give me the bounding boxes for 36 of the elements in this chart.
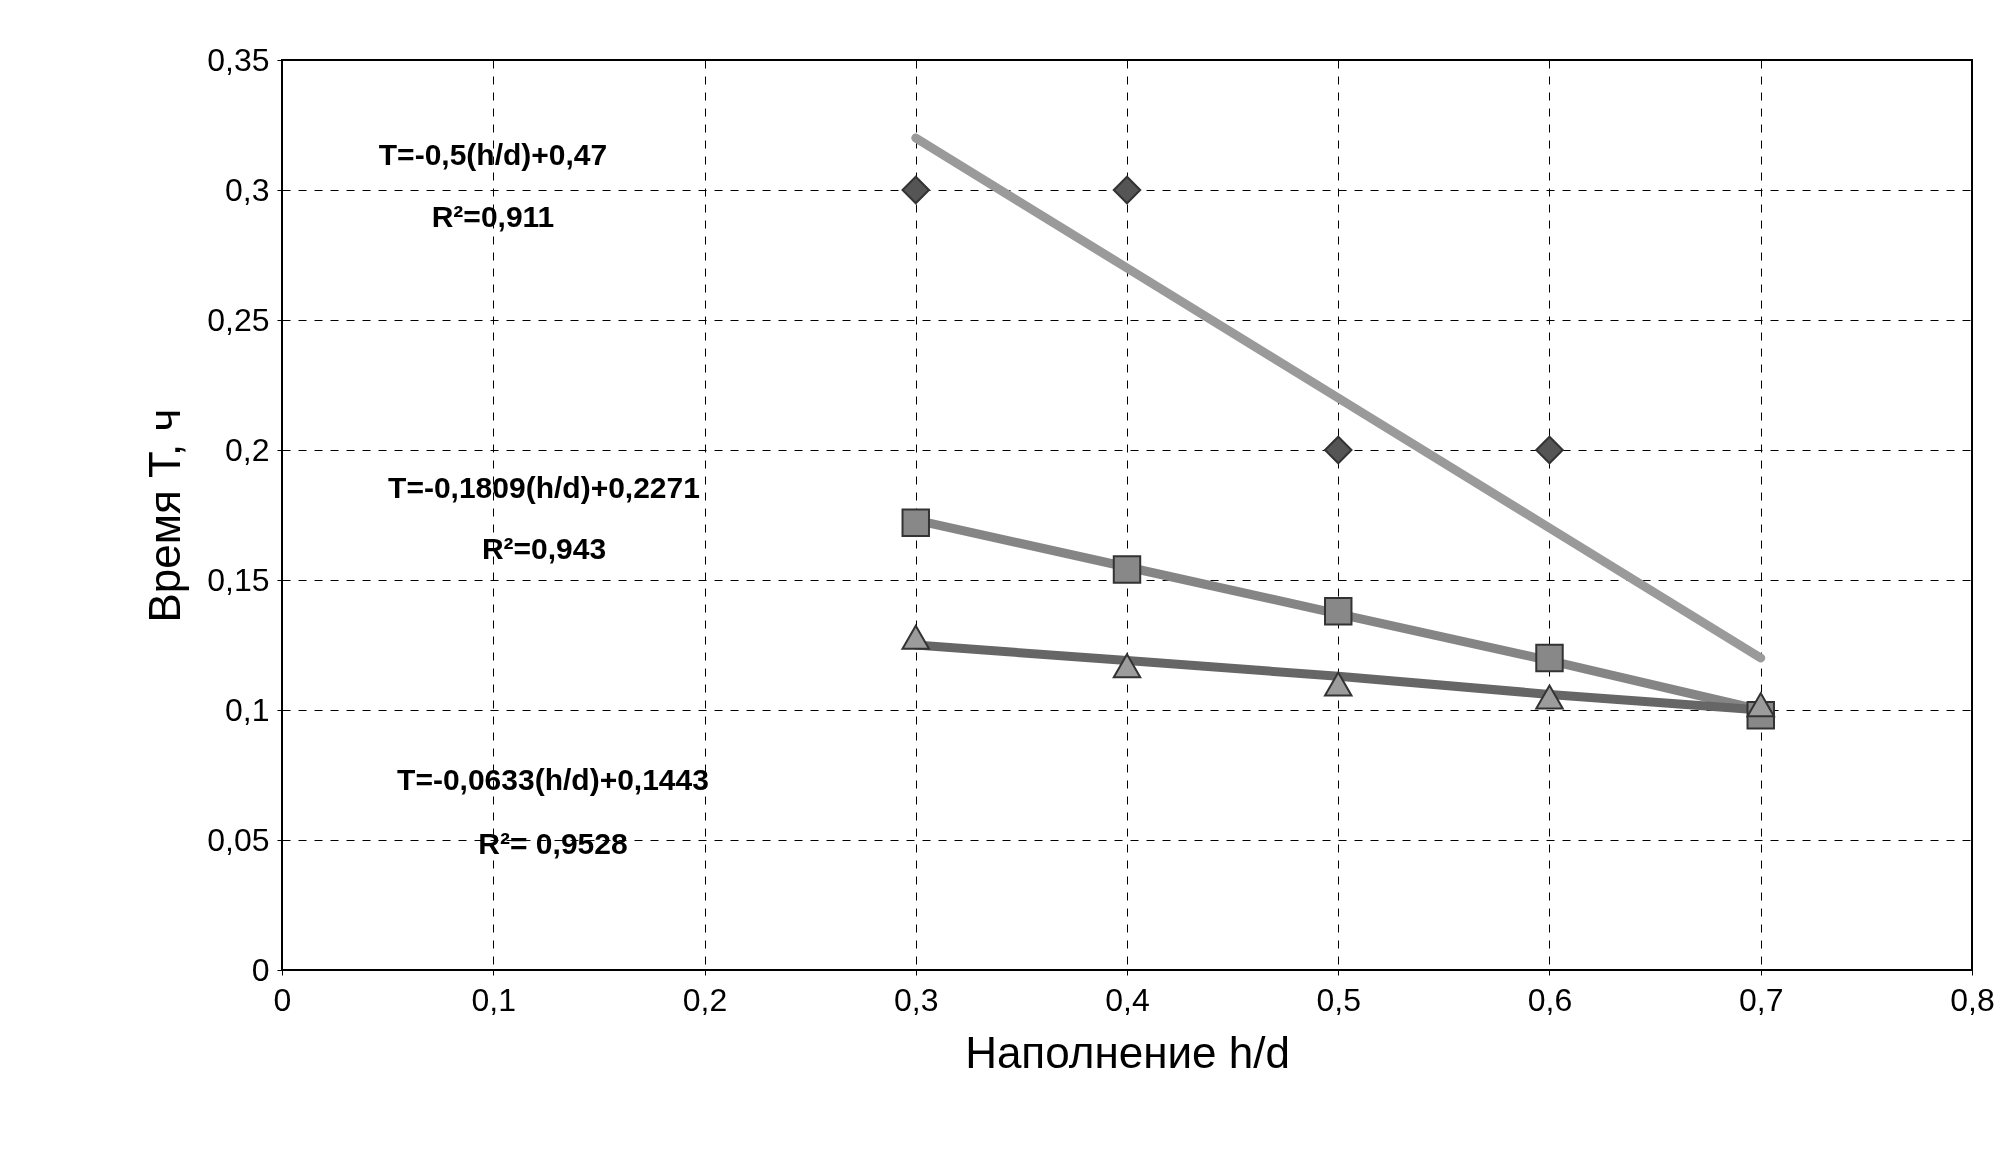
y-tick-label: 0,1: [225, 691, 270, 728]
point: [1535, 684, 1564, 710]
annotation: T=-0,5(h/d)+0,47: [378, 138, 608, 171]
point: [901, 624, 930, 650]
point: [1112, 653, 1142, 679]
y-tick-label: 0,25: [207, 301, 270, 338]
point: [1535, 435, 1564, 465]
point: [1112, 555, 1142, 584]
point: [1746, 692, 1775, 718]
x-tick-label: 0,6: [1527, 981, 1573, 1018]
y-tick-label: 0,2: [225, 431, 270, 468]
y-tick-label: 0,3: [225, 171, 270, 208]
annotation: T=-0,0633(h/d)+0,1443: [397, 763, 709, 796]
point: [1535, 643, 1564, 673]
y-tick-label: 0: [251, 951, 270, 988]
x-tick-label: 0,5: [1316, 981, 1361, 1018]
annotation: T=-0,1809(h/d)+0,2271: [388, 471, 700, 504]
x-tick-label: 0,3: [894, 981, 939, 1018]
point: [901, 508, 930, 538]
point: [1324, 596, 1353, 626]
y-tick-label: 0,05: [207, 821, 270, 858]
x-tick-label: 0,7: [1739, 981, 1784, 1018]
point: [901, 175, 930, 205]
x-tick-label: 0,1: [471, 981, 516, 1018]
x-tick-label: 0,4: [1105, 981, 1150, 1018]
point: [1324, 435, 1353, 465]
point: [1112, 175, 1142, 205]
annotation: R²=0,911: [431, 200, 555, 233]
y-tick-label: 0,15: [207, 561, 270, 598]
x-axis-title: Наполнение h/d: [965, 1027, 1290, 1077]
y-axis-title: Время T, ч: [140, 408, 190, 623]
point: [1324, 671, 1353, 697]
x-tick-label: 0,8: [1950, 981, 1995, 1018]
annotation: R²=0,943: [481, 532, 607, 565]
x-tick-label: 0,2: [682, 981, 728, 1018]
y-tick-label: 0,35: [207, 41, 270, 78]
